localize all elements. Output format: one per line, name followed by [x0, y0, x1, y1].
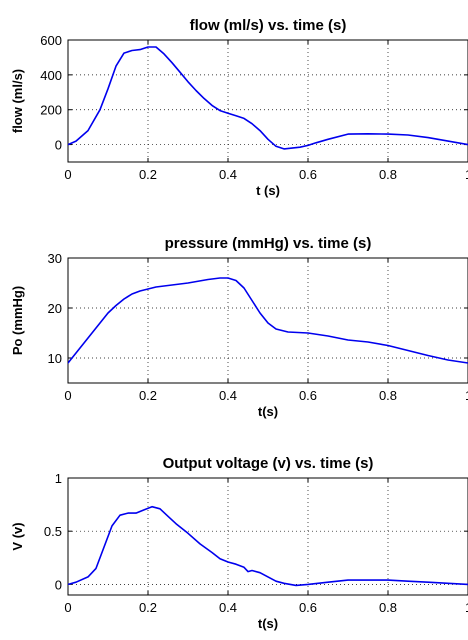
x-tick-label: 1	[465, 388, 468, 403]
x-tick-label: 0.6	[299, 167, 317, 182]
x-tick-label: 0	[64, 167, 71, 182]
x-tick-label: 0.2	[139, 388, 157, 403]
x-tick-label: 0	[64, 388, 71, 403]
x-tick-label: 0.4	[219, 167, 237, 182]
chart-title: flow (ml/s) vs. time (s)	[190, 17, 347, 34]
y-tick-label: 10	[48, 351, 62, 366]
x-tick-label: 0.8	[379, 388, 397, 403]
y-tick-label: 400	[40, 68, 62, 83]
y-tick-label: 0.5	[44, 524, 62, 539]
y-axis-label: flow (ml/s)	[10, 69, 25, 133]
x-tick-label: 0.4	[219, 388, 237, 403]
x-tick-label: 0.2	[139, 167, 157, 182]
x-tick-label: 0.8	[379, 167, 397, 182]
y-tick-label: 0	[55, 138, 62, 153]
plot-area	[67, 477, 468, 596]
chart-panel-3: 0 0.2 0.4 0.6 0.8 1 0 0.5 1 Output voltage (v) vs…	[10, 455, 468, 631]
y-tick-label: 30	[48, 251, 62, 266]
series-line	[68, 46, 468, 150]
y-axis-label: Po (mmHg)	[10, 286, 25, 355]
y-tick-label: 1	[55, 471, 62, 486]
plot-area	[67, 39, 468, 163]
series-line	[68, 277, 468, 364]
x-tick-label: 1	[465, 600, 468, 615]
x-tick-label: 0	[64, 600, 71, 615]
plot-area	[67, 257, 468, 384]
x-tick-label: 0.6	[299, 388, 317, 403]
y-tick-label: 20	[48, 301, 62, 316]
x-tick-label: 1	[465, 167, 468, 182]
series-line	[68, 505, 468, 587]
x-tick-label: 0.8	[379, 600, 397, 615]
chart-panel-1: 0 0.2 0.4 0.6 0.8 1 0 200 400 600 flow (ml/s) vs. …	[10, 17, 468, 198]
y-axis-label: V (v)	[10, 522, 25, 550]
x-tick-label: 0.6	[299, 600, 317, 615]
x-tick-label: 0.4	[219, 600, 237, 615]
x-axis-label: t (s)	[256, 183, 280, 198]
y-tick-label: 0	[55, 577, 62, 592]
chart-title: Output voltage (v) vs. time (s)	[163, 455, 374, 472]
x-tick-label: 0.2	[139, 600, 157, 615]
x-axis-label: t(s)	[258, 616, 278, 631]
y-tick-label: 200	[40, 103, 62, 118]
chart-title: pressure (mmHg) vs. time (s)	[165, 235, 372, 252]
x-axis-label: t(s)	[258, 404, 278, 419]
y-tick-label: 600	[40, 33, 62, 48]
chart-panel-2: 0 0.2 0.4 0.6 0.8 1 10 20 30 pressure (mmHg) vs. …	[10, 235, 468, 419]
